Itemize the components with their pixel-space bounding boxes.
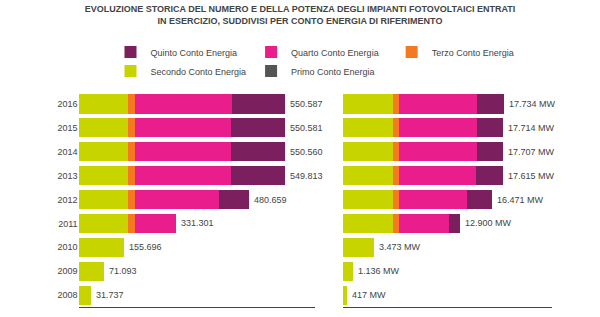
- svg-text:480.659: 480.659: [254, 195, 287, 205]
- svg-text:31.737: 31.737: [96, 290, 124, 300]
- svg-text:Primo Conto Energia: Primo Conto Energia: [291, 67, 375, 77]
- svg-text:17.707 MW: 17.707 MW: [508, 147, 555, 157]
- svg-text:2010: 2010: [57, 242, 77, 252]
- svg-text:155.696: 155.696: [129, 242, 162, 252]
- svg-text:550.587: 550.587: [290, 99, 323, 109]
- svg-text:2008: 2008: [57, 290, 77, 300]
- svg-text:331.301: 331.301: [181, 218, 214, 228]
- svg-text:550.560: 550.560: [290, 147, 323, 157]
- svg-text:16.471 MW: 16.471 MW: [497, 195, 544, 205]
- svg-text:2015: 2015: [57, 123, 77, 133]
- svg-text:3.473 MW: 3.473 MW: [379, 242, 421, 252]
- svg-text:Quarto Conto Energia: Quarto Conto Energia: [291, 48, 379, 58]
- svg-text:1.136 MW: 1.136 MW: [358, 266, 400, 276]
- svg-text:2013: 2013: [57, 171, 77, 181]
- svg-text:2012: 2012: [57, 195, 77, 205]
- svg-text:EVOLUZIONE STORICA DEL NUMERO: EVOLUZIONE STORICA DEL NUMERO E DELLA PO…: [85, 4, 516, 26]
- svg-text:2016: 2016: [57, 99, 77, 109]
- svg-text:417 MW: 417 MW: [352, 290, 386, 300]
- svg-text:12.900 MW: 12.900 MW: [465, 218, 512, 228]
- svg-text:2011: 2011: [58, 219, 77, 229]
- svg-text:549.813: 549.813: [290, 171, 323, 181]
- svg-text:Quinto Conto Energia: Quinto Conto Energia: [151, 48, 238, 58]
- svg-text:2009: 2009: [57, 266, 77, 276]
- svg-text:550.581: 550.581: [290, 123, 323, 133]
- svg-text:2014: 2014: [57, 147, 77, 157]
- svg-text:71.093: 71.093: [109, 266, 137, 276]
- svg-text:17.714 MW: 17.714 MW: [508, 123, 555, 133]
- svg-text:17.615 MW: 17.615 MW: [508, 171, 555, 181]
- svg-text:Terzo Conto Energia: Terzo Conto Energia: [432, 48, 514, 58]
- svg-text:17.734 MW: 17.734 MW: [509, 99, 556, 109]
- svg-text:Secondo Conto Energia: Secondo Conto Energia: [151, 67, 247, 77]
